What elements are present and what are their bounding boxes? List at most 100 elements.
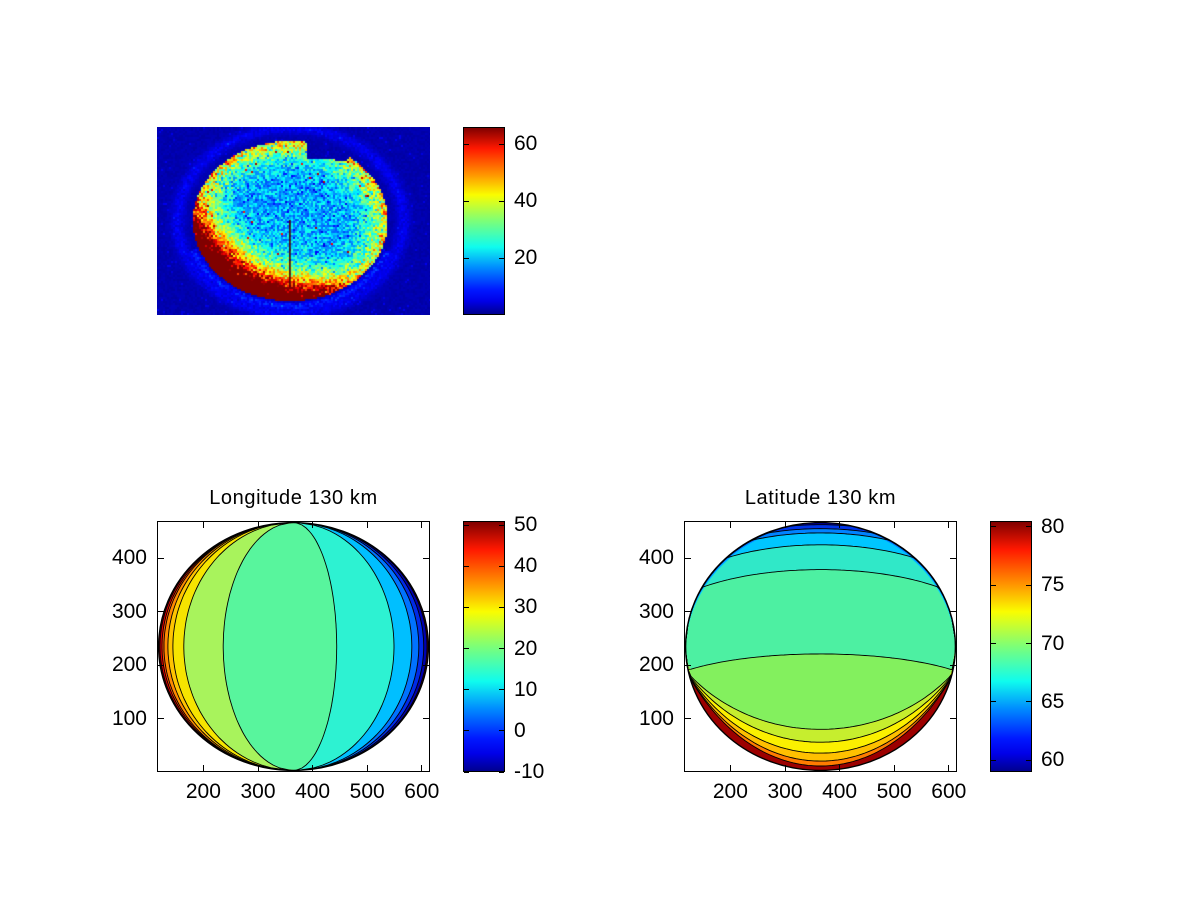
x-tick-mark — [839, 765, 841, 771]
y-tick-label: 400 — [111, 546, 147, 570]
x-tick-mark — [729, 765, 731, 771]
colorbar-tick-mark — [499, 689, 504, 691]
x-tick-mark — [202, 765, 204, 771]
y-tick-mark — [685, 718, 691, 720]
colorbar-tick-mark — [499, 606, 504, 608]
y-tick-label: 200 — [638, 653, 674, 677]
colorbar-tick-label: 80 — [1041, 514, 1065, 538]
y-tick-label: 300 — [638, 599, 674, 623]
x-tick-label: 300 — [767, 780, 803, 803]
y-tick-label: 200 — [111, 653, 147, 677]
colorbar-tick-label: 10 — [514, 677, 538, 701]
x-tick-label: 500 — [876, 780, 912, 803]
latitude-plot-title: Latitude 130 km — [744, 487, 897, 509]
y-tick-mark — [685, 611, 691, 613]
x-tick-label: 600 — [931, 780, 967, 803]
colorbar-tick-label: 40 — [514, 554, 538, 578]
colorbar-tick-label: 30 — [514, 595, 538, 619]
colorbar-tick-label: 65 — [1041, 689, 1065, 713]
x-tick-mark — [257, 765, 259, 771]
y-tick-mark — [950, 557, 956, 559]
y-tick-mark — [423, 611, 429, 613]
image-colorbar — [463, 127, 505, 315]
y-tick-mark — [950, 611, 956, 613]
colorbar-tick-label: -10 — [514, 760, 545, 783]
colorbar-tick-mark — [991, 584, 996, 586]
colorbar-tick-mark — [991, 643, 996, 645]
y-tick-mark — [158, 557, 164, 559]
colorbar-tick-mark — [1026, 701, 1031, 703]
y-tick-mark — [423, 718, 429, 720]
colorbar-tick-mark — [499, 143, 504, 145]
colorbar-tick-mark — [1026, 643, 1031, 645]
x-tick-mark — [202, 522, 204, 528]
colorbar-tick-mark — [1026, 526, 1031, 528]
y-tick-label: 300 — [111, 599, 147, 623]
latitude-contour-plot — [684, 521, 957, 772]
colorbar-tick-label: 20 — [514, 636, 538, 660]
colorbar-tick-label: 75 — [1041, 573, 1065, 597]
colorbar-tick-mark — [991, 701, 996, 703]
latitude-colorbar — [990, 521, 1032, 772]
colorbar-tick-mark — [1026, 584, 1031, 586]
colorbar-tick-label: 60 — [514, 132, 538, 156]
colorbar-tick-mark — [464, 771, 469, 773]
x-tick-label: 200 — [185, 780, 221, 803]
colorbar-tick-mark — [464, 648, 469, 650]
x-tick-label: 600 — [404, 780, 440, 803]
x-tick-label: 500 — [349, 780, 385, 803]
colorbar-tick-label: 70 — [1041, 631, 1065, 655]
colorbar-tick-mark — [499, 524, 504, 526]
colorbar-tick-label: 20 — [514, 246, 538, 270]
colorbar-tick-mark — [499, 771, 504, 773]
x-tick-mark — [893, 765, 895, 771]
x-tick-mark — [839, 522, 841, 528]
colorbar-tick-mark — [499, 565, 504, 567]
x-tick-label: 400 — [295, 780, 331, 803]
x-tick-label: 400 — [822, 780, 858, 803]
colorbar-tick-mark — [464, 730, 469, 732]
colorbar-tick-mark — [499, 648, 504, 650]
raw-image-plot — [157, 127, 430, 315]
colorbar-tick-mark — [464, 200, 469, 202]
x-tick-mark — [948, 522, 950, 528]
x-tick-mark — [893, 522, 895, 528]
longitude-contour-plot — [157, 521, 430, 772]
colorbar-tick-mark — [499, 730, 504, 732]
colorbar-tick-label: 60 — [1041, 748, 1065, 772]
colorbar-tick-mark — [991, 759, 996, 761]
x-tick-mark — [784, 522, 786, 528]
x-tick-mark — [312, 522, 314, 528]
y-tick-mark — [685, 557, 691, 559]
colorbar-tick-mark — [499, 257, 504, 259]
x-tick-mark — [421, 765, 423, 771]
y-tick-mark — [950, 718, 956, 720]
colorbar-tick-mark — [1026, 759, 1031, 761]
y-tick-mark — [423, 664, 429, 666]
colorbar-tick-label: 40 — [514, 189, 538, 213]
y-tick-mark — [158, 664, 164, 666]
colorbar-tick-label: 0 — [514, 718, 526, 742]
colorbar-tick-mark — [499, 200, 504, 202]
x-tick-mark — [784, 765, 786, 771]
y-tick-mark — [423, 557, 429, 559]
y-tick-mark — [685, 664, 691, 666]
colorbar-tick-mark — [991, 526, 996, 528]
longitude-contour-surface — [158, 522, 429, 771]
colorbar-tick-mark — [464, 257, 469, 259]
longitude-plot-title: Longitude 130 km — [209, 487, 378, 509]
colorbar-tick-mark — [464, 143, 469, 145]
colorbar-tick-mark — [464, 606, 469, 608]
x-tick-mark — [421, 522, 423, 528]
colorbar-tick-label: 50 — [514, 513, 538, 537]
longitude-colorbar — [463, 521, 505, 772]
colorbar-tick-mark — [464, 524, 469, 526]
y-tick-label: 100 — [638, 706, 674, 730]
x-tick-label: 200 — [712, 780, 748, 803]
latitude-contour-surface — [685, 522, 956, 771]
x-tick-label: 300 — [240, 780, 276, 803]
x-tick-mark — [366, 522, 368, 528]
y-tick-label: 400 — [638, 546, 674, 570]
y-tick-mark — [950, 664, 956, 666]
